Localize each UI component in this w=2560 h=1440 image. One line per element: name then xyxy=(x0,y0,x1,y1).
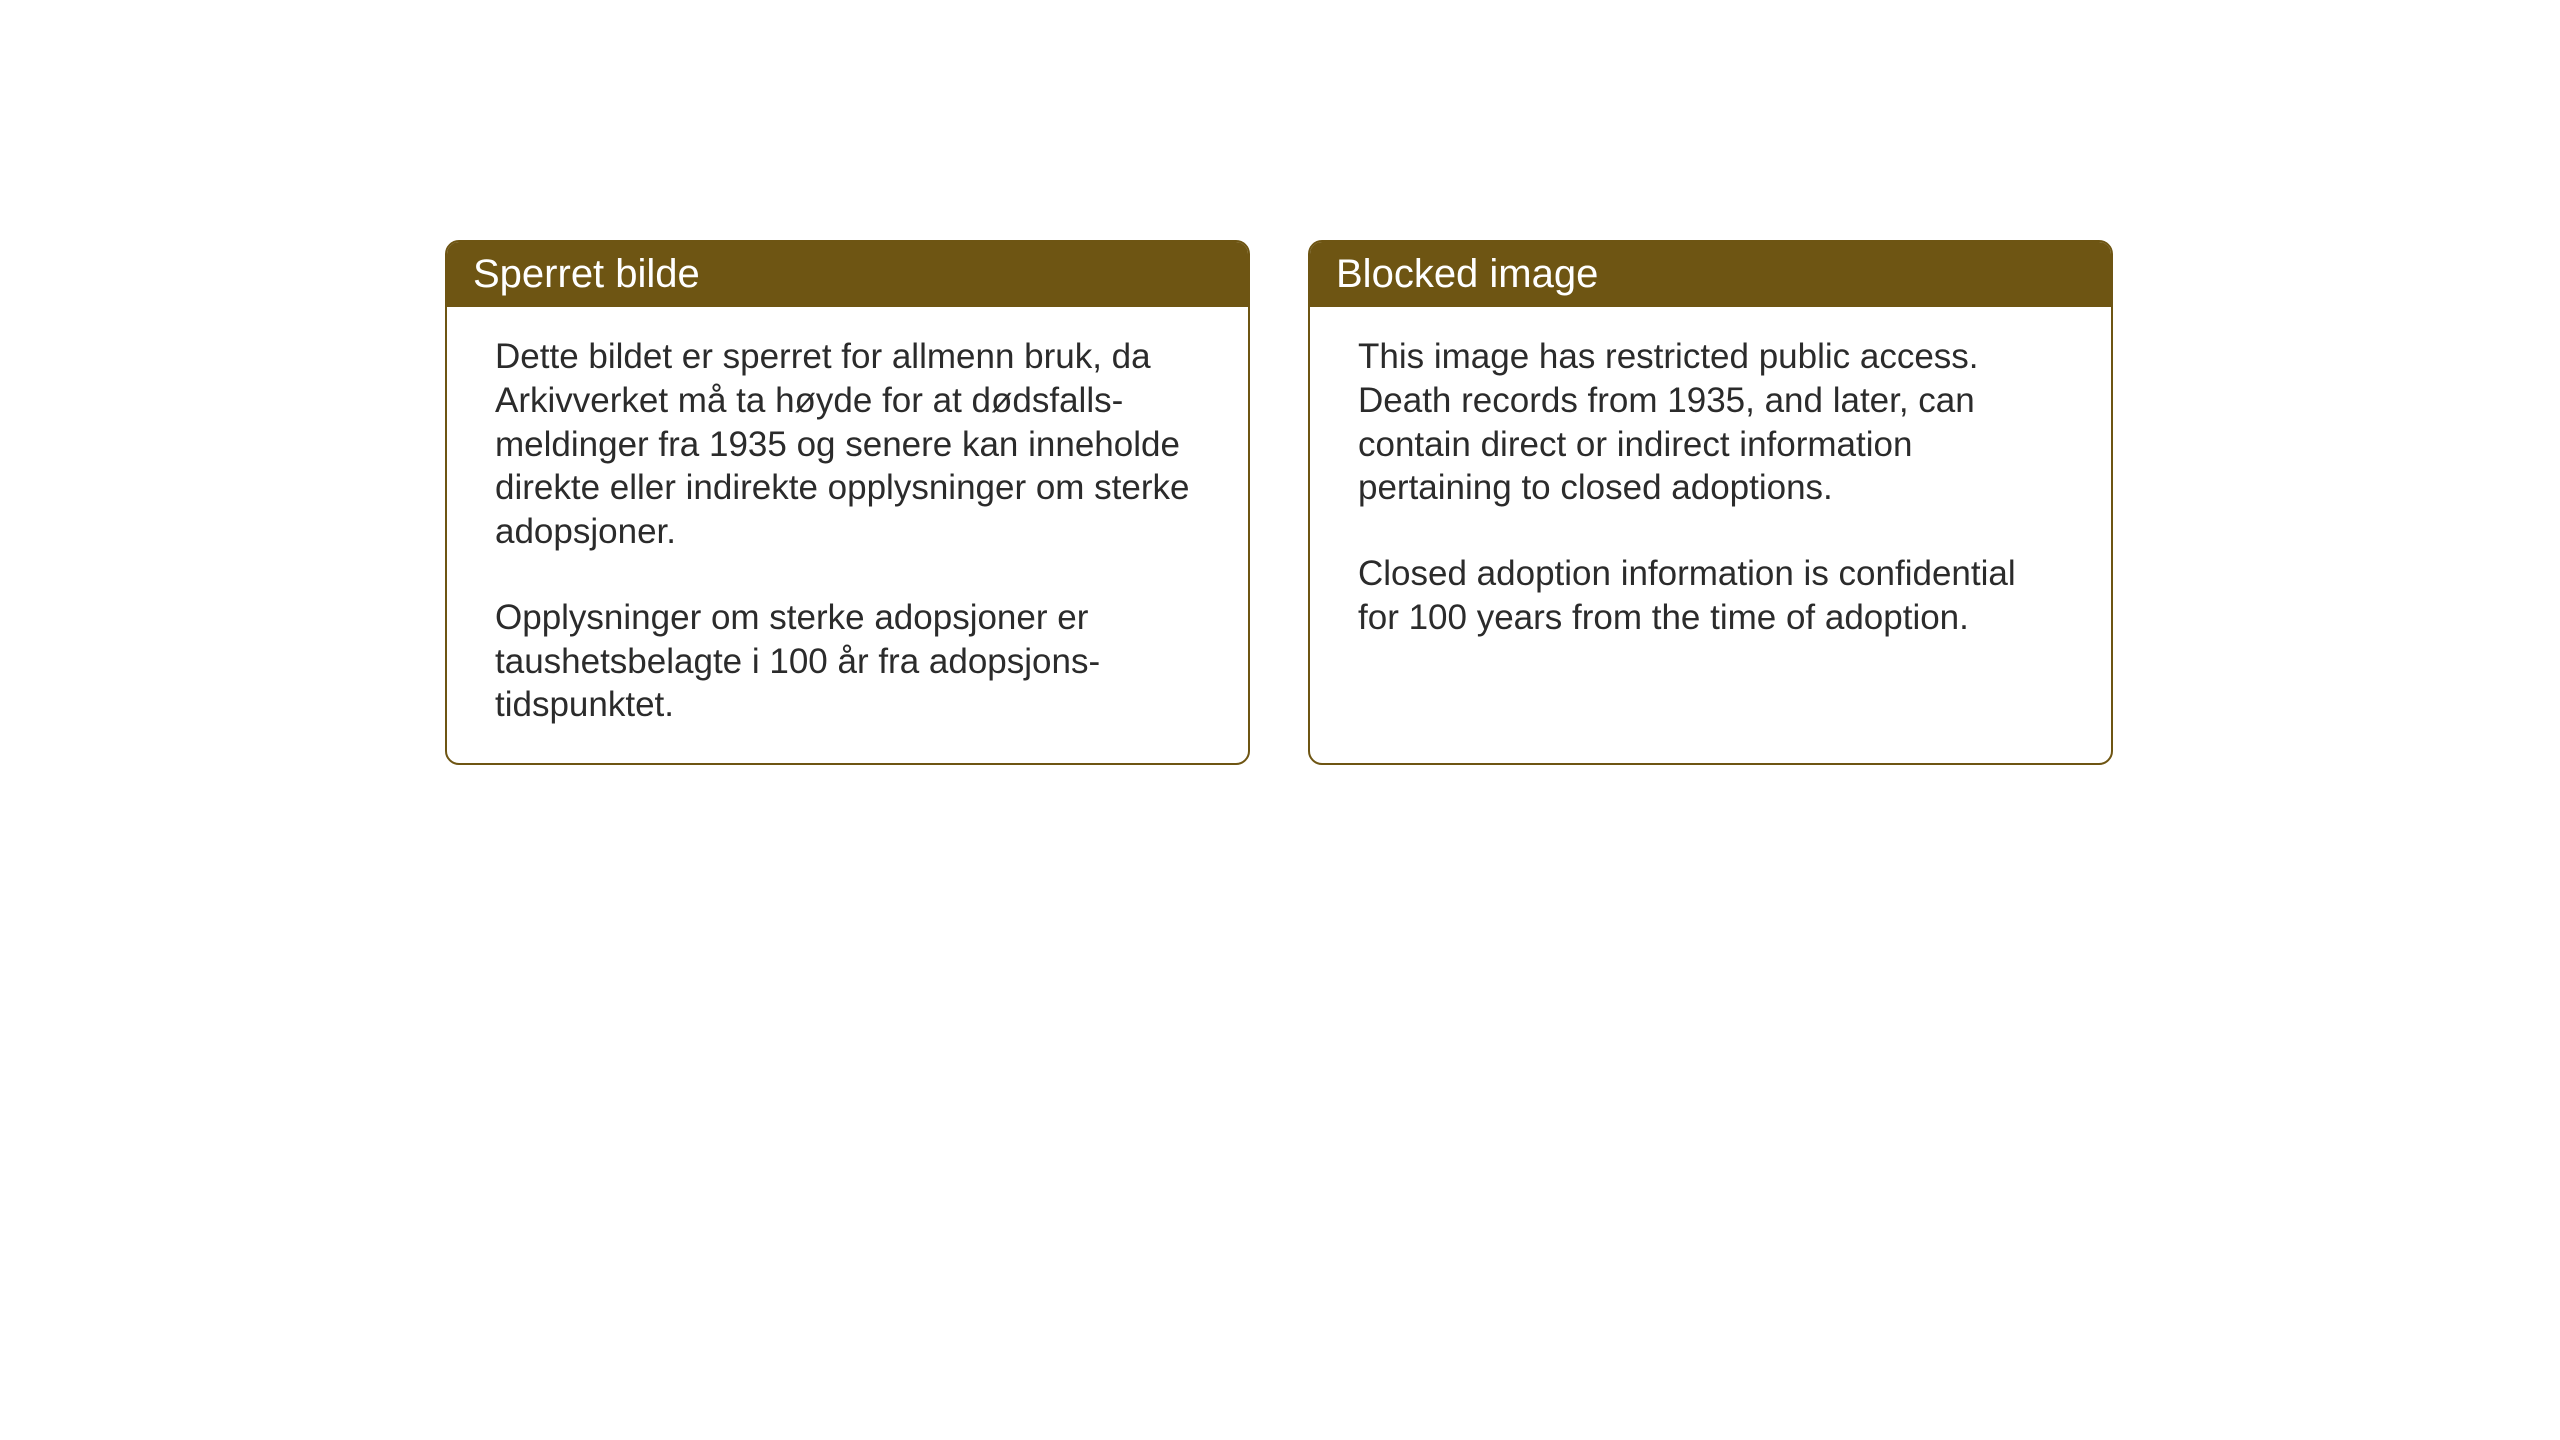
card-header-norwegian: Sperret bilde xyxy=(447,242,1248,307)
paragraph: This image has restricted public access.… xyxy=(1358,335,2063,510)
paragraph: Opplysninger om sterke adopsjoner er tau… xyxy=(495,596,1200,727)
card-header-english: Blocked image xyxy=(1310,242,2111,307)
card-body-norwegian: Dette bildet er sperret for allmenn bruk… xyxy=(447,307,1248,763)
card-norwegian: Sperret bilde Dette bildet er sperret fo… xyxy=(445,240,1250,765)
card-title: Sperret bilde xyxy=(473,252,700,296)
paragraph: Closed adoption information is confident… xyxy=(1358,552,2063,640)
card-english: Blocked image This image has restricted … xyxy=(1308,240,2113,765)
notice-container: Sperret bilde Dette bildet er sperret fo… xyxy=(445,240,2113,765)
card-title: Blocked image xyxy=(1336,252,1598,296)
paragraph: Dette bildet er sperret for allmenn bruk… xyxy=(495,335,1200,554)
card-body-english: This image has restricted public access.… xyxy=(1310,307,2111,676)
